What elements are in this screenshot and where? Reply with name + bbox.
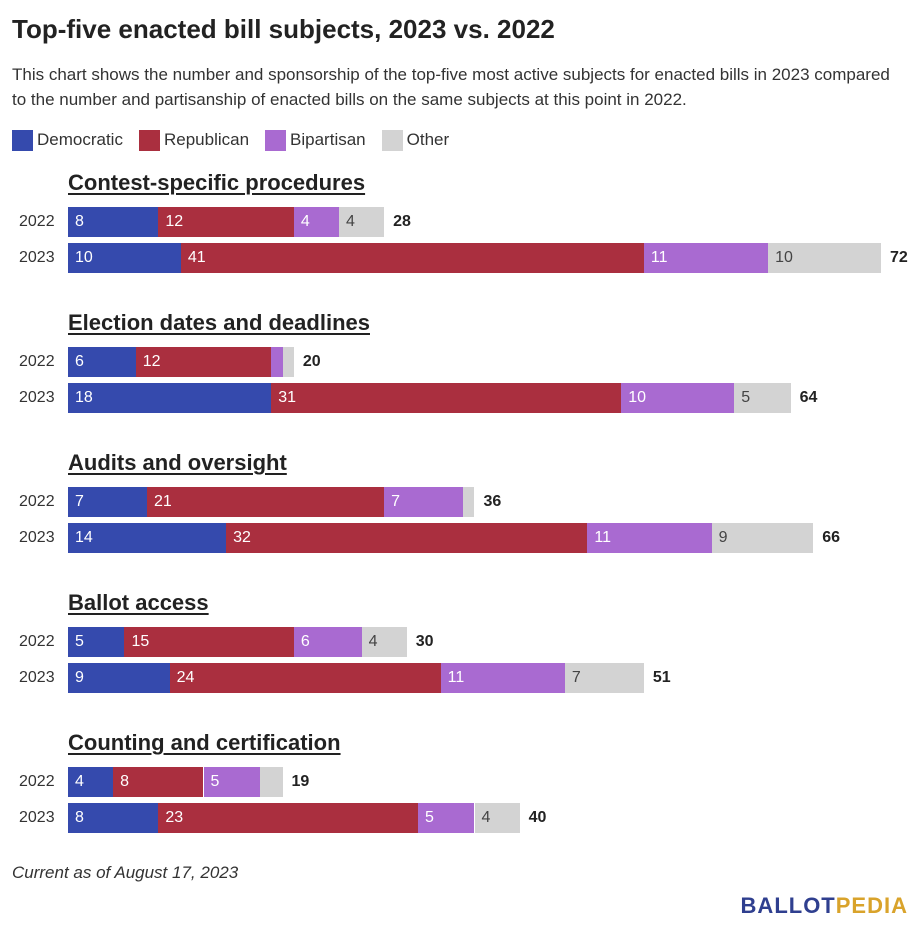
legend-label-other: Other: [406, 130, 450, 149]
bar-segment-republican-audits-and-oversight-2023: 32: [226, 523, 588, 553]
year-label-counting-and-certification-2022: 2022: [19, 773, 55, 790]
year-label-ballot-access-2023: 2023: [19, 669, 55, 686]
total-label-audits-and-oversight-2022: 36: [483, 493, 502, 510]
bar-segment-republican-audits-and-oversight-2022: 21: [147, 487, 385, 517]
bar-segment-democratic-ballot-access-2022: 5: [68, 627, 125, 657]
bar-segment-other-election-dates-and-deadlines-2022: [282, 347, 294, 377]
bar-segment-bipartisan-audits-and-oversight-2022: 7: [384, 487, 464, 517]
bar-segment-other-ballot-access-2023: 7: [564, 663, 644, 693]
total-label-audits-and-oversight-2023: 66: [822, 529, 841, 546]
year-label-audits-and-oversight-2022: 2022: [19, 493, 55, 510]
bar-segment-bipartisan-election-dates-and-deadlines-2023: 10: [621, 383, 735, 413]
year-label-contest-specific-procedures-2022: 2022: [19, 213, 55, 230]
total-label-contest-specific-procedures-2023: 72: [890, 249, 908, 266]
bar-segment-republican-ballot-access-2022: 15: [124, 627, 294, 657]
bar-segment-democratic-counting-and-certification-2023: 8: [68, 803, 159, 833]
bar-segment-republican-contest-specific-procedures-2022: 12: [158, 207, 294, 237]
logo-part-pedia: PEDIA: [835, 893, 908, 918]
year-label-counting-and-certification-2023: 2023: [19, 809, 55, 826]
bar-segment-democratic-audits-and-oversight-2023: 14: [68, 523, 227, 553]
group-title-election-dates-and-deadlines: Election dates and deadlines: [68, 310, 370, 335]
bar-segment-bipartisan-election-dates-and-deadlines-2022: [271, 347, 283, 377]
bar-segment-other-ballot-access-2022: 4: [361, 627, 407, 657]
total-label-election-dates-and-deadlines-2023: 64: [799, 389, 818, 406]
bar-segment-other-counting-and-certification-2023: 4: [474, 803, 520, 833]
bar-segment-bipartisan-ballot-access-2022: 6: [293, 627, 362, 657]
legend-label-democratic: Democratic: [37, 130, 123, 149]
bar-segment-democratic-audits-and-oversight-2022: 7: [68, 487, 148, 517]
legend-item-other: Other: [381, 129, 450, 151]
legend-item-democratic: Democratic: [12, 129, 123, 151]
bar-segment-other-audits-and-oversight-2022: [463, 487, 475, 517]
bar-segment-bipartisan-contest-specific-procedures-2023: 11: [643, 243, 769, 273]
legend: Democratic Republican Bipartisan Other: [12, 129, 465, 151]
chart-title: Top-five enacted bill subjects, 2023 vs.…: [12, 14, 555, 44]
legend-swatch-bipartisan: [265, 129, 287, 151]
bar-segment-other-contest-specific-procedures-2022: 4: [339, 207, 385, 237]
footnote: Current as of August 17, 2023: [12, 863, 239, 882]
legend-swatch-democratic: [12, 129, 33, 151]
total-label-ballot-access-2022: 30: [415, 633, 434, 650]
bar-segment-bipartisan-counting-and-certification-2022: 5: [203, 767, 260, 797]
bar-segment-democratic-ballot-access-2023: 9: [68, 663, 170, 693]
legend-item-republican: Republican: [138, 129, 250, 151]
bar-segment-other-counting-and-certification-2022: [259, 767, 283, 797]
total-label-ballot-access-2023: 51: [652, 669, 671, 686]
group-title-contest-specific-procedures: Contest-specific procedures: [68, 170, 366, 195]
bar-segment-democratic-counting-and-certification-2022: 4: [68, 767, 114, 797]
legend-swatch-other: [381, 129, 403, 151]
bar-segment-other-contest-specific-procedures-2023: 10: [768, 243, 881, 273]
bar-segment-other-election-dates-and-deadlines-2023: 5: [734, 383, 791, 413]
bar-segment-republican-ballot-access-2023: 24: [169, 663, 441, 693]
group-title-counting-and-certification: Counting and certification: [68, 730, 341, 755]
year-label-audits-and-oversight-2023: 2023: [19, 529, 55, 546]
legend-swatch-republican: [138, 129, 160, 151]
group-title-ballot-access: Ballot access: [68, 590, 209, 615]
legend-label-republican: Republican: [163, 130, 250, 149]
bar-segment-republican-election-dates-and-deadlines-2022: 12: [135, 347, 272, 377]
year-label-contest-specific-procedures-2023: 2023: [19, 249, 55, 266]
bar-segment-democratic-contest-specific-procedures-2022: 8: [68, 207, 159, 237]
bar-segment-bipartisan-audits-and-oversight-2023: 11: [587, 523, 712, 553]
year-label-election-dates-and-deadlines-2023: 2023: [19, 389, 55, 406]
legend-label-bipartisan: Bipartisan: [290, 130, 366, 149]
bar-segment-bipartisan-counting-and-certification-2023: 5: [418, 803, 475, 833]
legend-item-bipartisan: Bipartisan: [265, 129, 366, 151]
bar-segment-democratic-election-dates-and-deadlines-2022: 6: [68, 347, 136, 377]
total-label-election-dates-and-deadlines-2022: 20: [302, 353, 321, 370]
total-label-counting-and-certification-2023: 40: [528, 809, 547, 826]
ballotpedia-logo: BALLOTPEDIA: [741, 893, 908, 919]
bar-segment-democratic-contest-specific-procedures-2023: 10: [68, 243, 181, 273]
bar-segment-republican-counting-and-certification-2023: 23: [158, 803, 419, 833]
logo-part-ballot: BALLOT: [740, 893, 836, 918]
bar-segment-other-audits-and-oversight-2023: 9: [711, 523, 814, 553]
total-label-counting-and-certification-2022: 19: [291, 773, 310, 790]
bar-segment-republican-counting-and-certification-2022: 8: [113, 767, 204, 797]
bar-segment-bipartisan-ballot-access-2023: 11: [440, 663, 565, 693]
chart-subtitle: This chart shows the number and sponsors…: [12, 65, 890, 109]
bar-segment-republican-contest-specific-procedures-2023: 41: [180, 243, 644, 273]
bar-segment-republican-election-dates-and-deadlines-2023: 31: [271, 383, 622, 413]
bar-segment-democratic-election-dates-and-deadlines-2023: 18: [68, 383, 272, 413]
year-label-election-dates-and-deadlines-2022: 2022: [19, 353, 55, 370]
total-label-contest-specific-procedures-2022: 28: [393, 213, 411, 230]
year-label-ballot-access-2022: 2022: [19, 633, 55, 650]
group-title-audits-and-oversight: Audits and oversight: [68, 450, 287, 475]
bar-segment-bipartisan-contest-specific-procedures-2022: 4: [293, 207, 339, 237]
